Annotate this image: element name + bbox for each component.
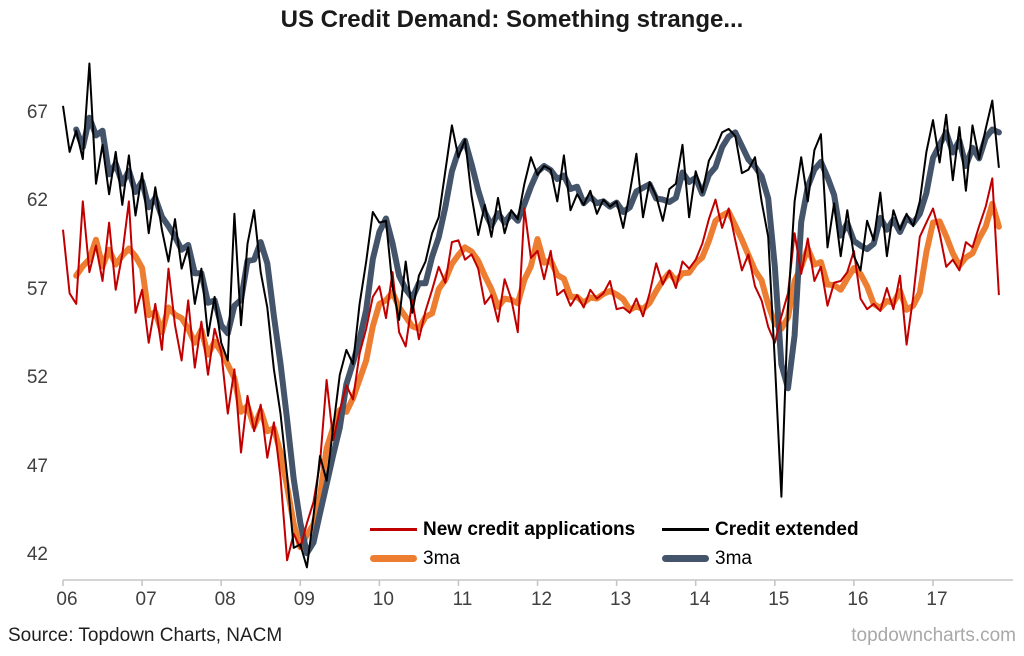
y-tick-label-62: 62 [26, 190, 48, 212]
legend-swatch-3ma-applications [370, 555, 417, 562]
x-tick-label-08: 08 [214, 589, 236, 610]
source-note: Source: Topdown Charts, NACM [8, 625, 283, 646]
y-tick-label-52: 52 [26, 367, 48, 389]
x-tick-label-15: 15 [768, 589, 790, 610]
x-tick-label-11: 11 [452, 589, 473, 610]
x-tick-label-12: 12 [530, 589, 553, 610]
chart-title: US Credit Demand: Something strange... [280, 6, 744, 33]
legend-swatch-credit-extended [662, 528, 709, 531]
legend-row-raw: New credit applications Credit extended [370, 515, 930, 544]
legend: New credit applications Credit extended … [370, 515, 930, 573]
legend-label-3ma-applications: 3ma [423, 547, 460, 569]
watermark-link: topdowncharts.com [851, 625, 1016, 646]
series-line-black [62, 62, 1000, 569]
series-line-orange-3ma [73, 200, 1002, 551]
series-line-red [62, 177, 1000, 562]
legend-label-credit-extended: Credit extended [715, 518, 859, 540]
x-tick-label-07: 07 [135, 589, 157, 610]
legend-row-3ma: 3ma 3ma [370, 544, 930, 573]
legend-label-new-credit-applications: New credit applications [423, 518, 636, 540]
legend-swatch-new-credit-applications [370, 528, 417, 531]
x-tick-label-10: 10 [372, 589, 394, 610]
legend-swatch-3ma-extended [662, 555, 709, 562]
legend-label-3ma-extended: 3ma [715, 547, 752, 569]
x-tick-label-14: 14 [689, 589, 711, 610]
legend-item-credit-extended: Credit extended [662, 519, 859, 541]
x-tick-label-06: 06 [56, 589, 78, 610]
x-tick-label-16: 16 [847, 589, 869, 610]
footer: Source: Topdown Charts, NACM topdownchar… [0, 622, 1024, 652]
legend-item-3ma-extended: 3ma [662, 548, 752, 570]
legend-item-new-credit-applications: New credit applications [370, 519, 635, 541]
x-tick-label-17: 17 [926, 589, 948, 610]
x-tick-label-09: 09 [293, 589, 315, 610]
y-tick-label-57: 57 [26, 278, 48, 300]
y-tick-label-67: 67 [26, 102, 48, 123]
x-tick-label-13: 13 [610, 589, 632, 610]
y-tick-label-47: 47 [26, 455, 48, 477]
y-tick-label-42: 42 [26, 544, 48, 565]
legend-item-3ma-applications: 3ma [370, 548, 460, 570]
